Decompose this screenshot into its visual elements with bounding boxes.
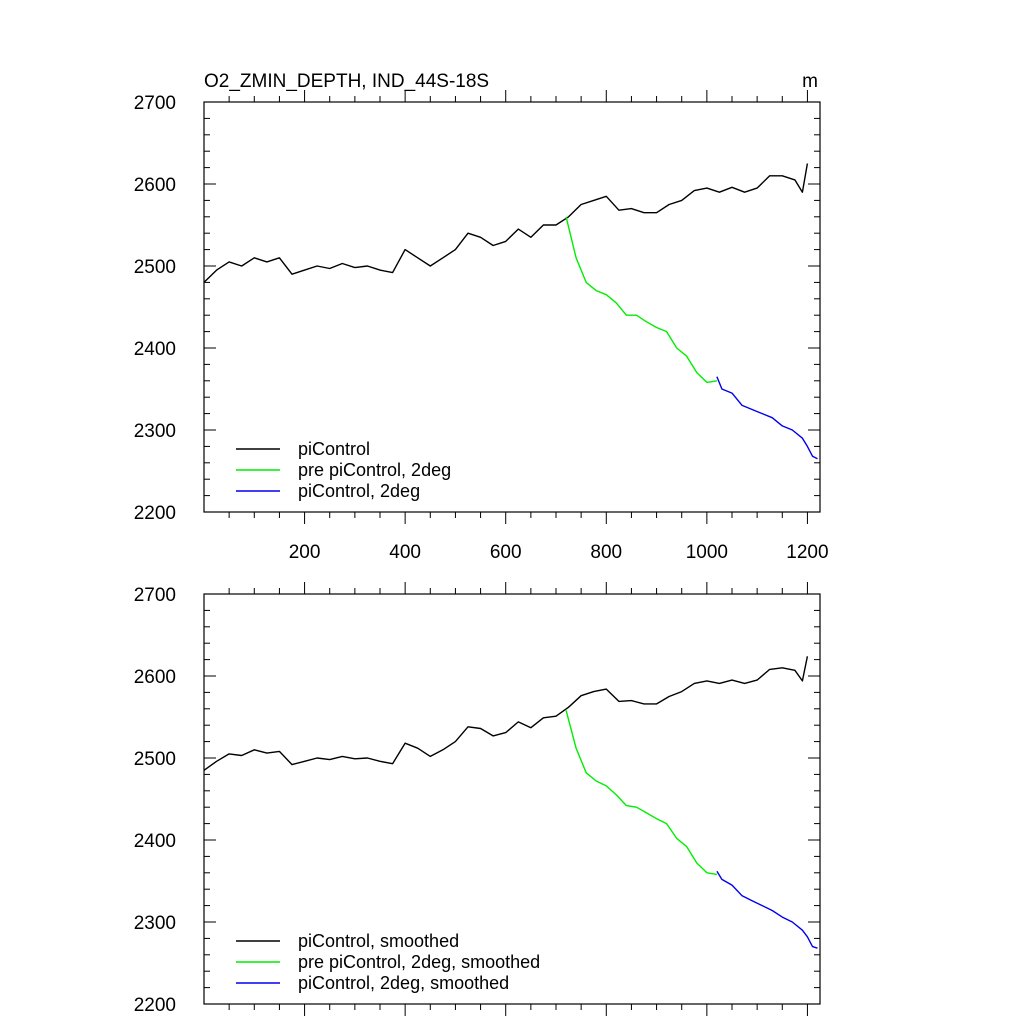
legend-label-pre-picontrol-2deg: pre piControl, 2deg (298, 460, 451, 480)
chart-panel-raw: O2_ZMIN_DEPTH, IND_44S-18S m 2200 2300 240… (134, 71, 829, 563)
x-tick-label: 1200 (786, 542, 828, 563)
series-line-pre-picontrol-2deg (565, 216, 718, 384)
y-tick-label: 2200 (134, 995, 176, 1016)
axis-ticks (204, 90, 820, 524)
y-tick-label: 2700 (134, 585, 176, 606)
chart-panel-smoothed: 2200 2300 2400 2500 2600 2700 piControl, smoo… (134, 582, 821, 1016)
legend-label-picontrol: piControl (298, 439, 370, 459)
x-tick-label: 400 (389, 542, 421, 563)
y-tick-label: 2200 (134, 503, 176, 524)
y-tick-label: 2600 (134, 175, 176, 196)
legend-label-picontrol-2deg: piControl, 2deg (298, 481, 420, 501)
y-tick-labels: 2200 2300 2400 2500 2600 2700 (134, 585, 176, 1016)
axis-ticks (204, 582, 820, 1016)
series-line-picontrol (203, 163, 809, 283)
legend-label-pre-picontrol-2deg-smoothed: pre piControl, 2deg, smoothed (298, 952, 540, 972)
legend-label-picontrol-smoothed: piControl, smoothed (298, 931, 459, 951)
y-tick-label: 2300 (134, 913, 176, 934)
y-tick-label: 2300 (134, 421, 176, 442)
x-tick-label: 800 (590, 542, 622, 563)
series-line-picontrol-2deg (716, 376, 818, 460)
series-line-picontrol-2deg-smoothed (716, 870, 818, 949)
y-tick-label: 2500 (134, 749, 176, 770)
y-tick-label: 2400 (134, 339, 176, 360)
y-tick-label: 2700 (134, 93, 176, 114)
series-group (203, 163, 818, 460)
x-tick-label: 200 (289, 542, 321, 563)
units-label: m (802, 71, 818, 92)
x-tick-label: 1000 (686, 542, 728, 563)
legend: piControl, smoothed pre piControl, 2deg,… (236, 931, 540, 993)
plot-frame (203, 593, 821, 1005)
x-tick-label: 600 (490, 542, 522, 563)
chart-title: O2_ZMIN_DEPTH, IND_44S-18S (204, 71, 489, 92)
y-tick-label: 2500 (134, 257, 176, 278)
plot-frame (203, 101, 821, 513)
legend-label-picontrol-2deg-smoothed: piControl, 2deg, smoothed (298, 973, 509, 993)
series-line-pre-picontrol-2deg-smoothed (565, 710, 718, 876)
y-tick-label: 2600 (134, 667, 176, 688)
series-group (203, 656, 818, 949)
series-line-picontrol-smoothed (203, 656, 809, 771)
legend: piControl pre piControl, 2deg piControl,… (236, 439, 451, 501)
y-tick-labels: 2200 2300 2400 2500 2600 2700 (134, 93, 176, 524)
y-tick-label: 2400 (134, 831, 176, 852)
x-tick-labels: 200 400 600 800 1000 1200 (289, 542, 829, 563)
